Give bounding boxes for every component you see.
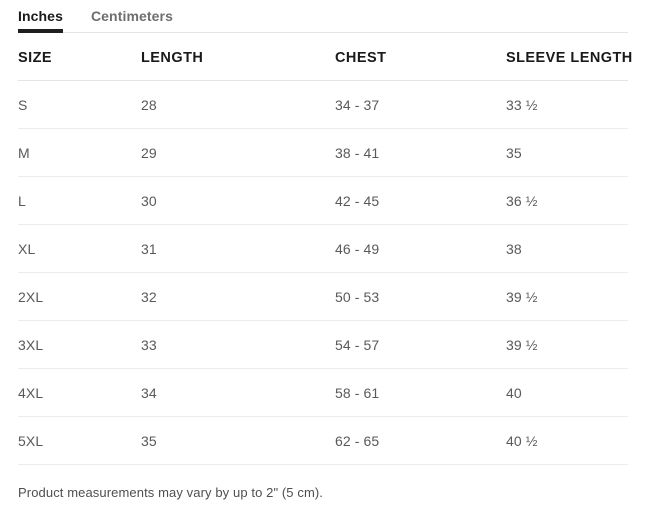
cell-length: 35 <box>141 416 335 465</box>
cell-sleeve: 33 ½ <box>506 80 628 129</box>
cell-size: 2XL <box>18 272 141 321</box>
cell-sleeve: 35 <box>506 128 628 177</box>
table-row: 4XL 34 58 - 61 40 <box>18 368 628 417</box>
table-row: 2XL 32 50 - 53 39 ½ <box>18 272 628 321</box>
column-header-chest: CHEST <box>335 33 506 81</box>
cell-size: 4XL <box>18 368 141 417</box>
cell-sleeve: 39 ½ <box>506 272 628 321</box>
cell-chest: 34 - 37 <box>335 80 506 129</box>
cell-size: M <box>18 128 141 177</box>
cell-chest: 58 - 61 <box>335 368 506 417</box>
cell-sleeve: 40 ½ <box>506 416 628 465</box>
tab-centimeters-label: Centimeters <box>90 8 173 24</box>
table-body: S 28 34 - 37 33 ½ M 29 38 - 41 35 L 30 4… <box>18 80 628 465</box>
cell-chest: 62 - 65 <box>335 416 506 465</box>
tab-inches-label: Inches <box>18 8 63 24</box>
cell-sleeve: 36 ½ <box>506 176 628 225</box>
cell-chest: 50 - 53 <box>335 272 506 321</box>
cell-chest: 38 - 41 <box>335 128 506 177</box>
cell-length: 32 <box>141 272 335 321</box>
table-header-row: SIZE LENGTH CHEST SLEEVE LENGTH <box>18 33 632 81</box>
table-header: SIZE LENGTH CHEST SLEEVE LENGTH <box>18 33 632 81</box>
cell-size: S <box>18 80 141 129</box>
size-table: SIZE LENGTH CHEST SLEEVE LENGTH S 28 34 … <box>18 33 632 465</box>
cell-size: 3XL <box>18 320 141 369</box>
tab-centimeters[interactable]: Centimeters <box>91 9 173 33</box>
cell-size: L <box>18 176 141 225</box>
cell-size: XL <box>18 224 141 273</box>
table-row: S 28 34 - 37 33 ½ <box>18 80 628 129</box>
unit-tabs: Inches Centimeters <box>0 0 646 33</box>
cell-chest: 54 - 57 <box>335 320 506 369</box>
cell-length: 31 <box>141 224 335 273</box>
table-row: XL 31 46 - 49 38 <box>18 224 628 273</box>
column-header-sleeve-length: SLEEVE LENGTH <box>506 33 632 81</box>
cell-chest: 46 - 49 <box>335 224 506 273</box>
cell-sleeve: 38 <box>506 224 628 273</box>
column-header-size: SIZE <box>18 33 141 81</box>
cell-sleeve: 40 <box>506 368 628 417</box>
column-header-length: LENGTH <box>141 33 335 81</box>
table-row: L 30 42 - 45 36 ½ <box>18 176 628 225</box>
tab-inches[interactable]: Inches <box>18 9 63 33</box>
cell-sleeve: 39 ½ <box>506 320 628 369</box>
cell-chest: 42 - 45 <box>335 176 506 225</box>
cell-length: 29 <box>141 128 335 177</box>
cell-length: 28 <box>141 80 335 129</box>
table-row: 3XL 33 54 - 57 39 ½ <box>18 320 628 369</box>
size-table-container: SIZE LENGTH CHEST SLEEVE LENGTH S 28 34 … <box>0 33 646 465</box>
cell-length: 33 <box>141 320 335 369</box>
cell-size: 5XL <box>18 416 141 465</box>
cell-length: 34 <box>141 368 335 417</box>
measurement-disclaimer: Product measurements may vary by up to 2… <box>18 485 324 500</box>
cell-length: 30 <box>141 176 335 225</box>
table-row: M 29 38 - 41 35 <box>18 128 628 177</box>
table-row: 5XL 35 62 - 65 40 ½ <box>18 416 628 465</box>
